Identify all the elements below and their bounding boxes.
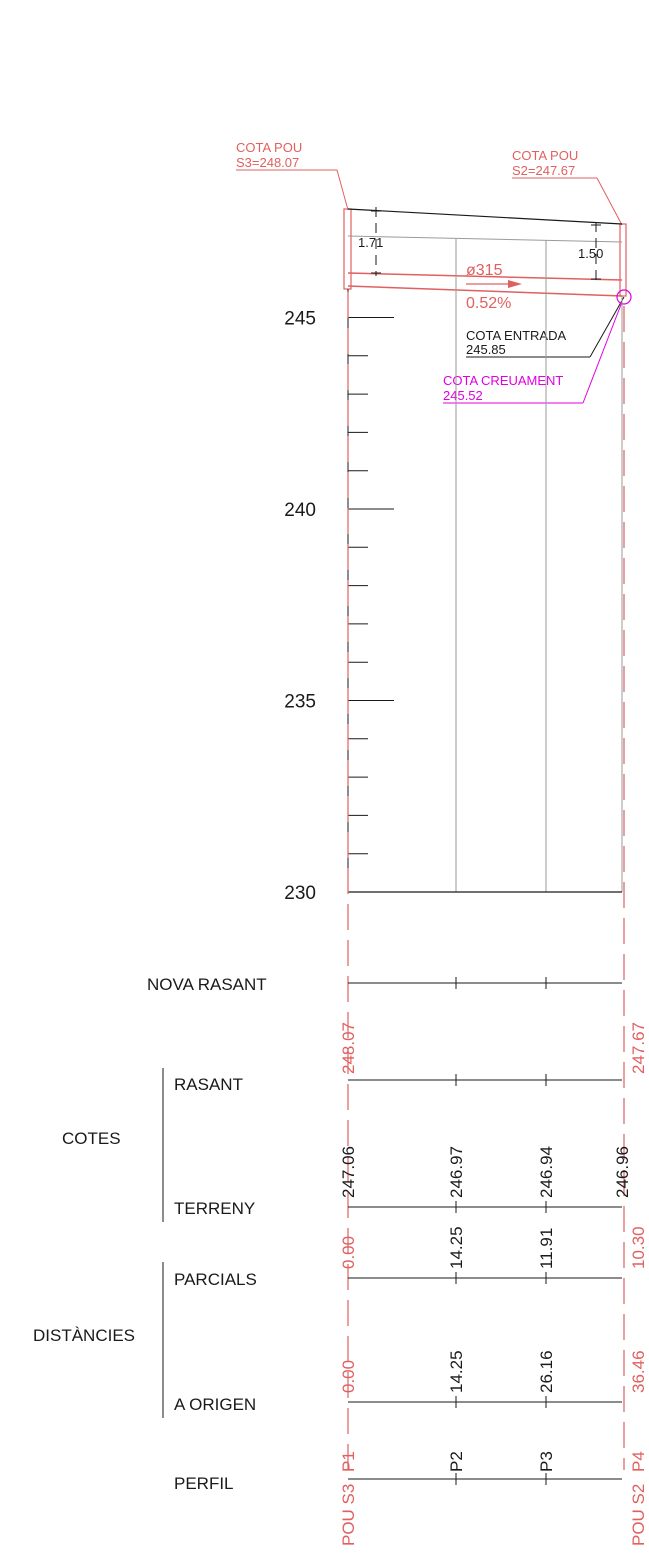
row-label-parcials: PARCIALS: [174, 1270, 257, 1289]
crossing-leader: [582, 301, 623, 404]
row-label-distancies: DISTÀNCIES: [33, 1326, 135, 1345]
terreny-p1: 247.06: [339, 1146, 358, 1198]
parcial-p1: 0.00: [339, 1236, 358, 1269]
pipe-diameter-label: ø315: [466, 262, 503, 279]
manhole-s2-label-1: COTA POU: [512, 148, 578, 163]
manhole-s2-box: [619, 223, 627, 297]
manhole-s3-box: [343, 208, 352, 290]
pipe-crown-line: [347, 272, 623, 281]
origen-p2: 14.25: [447, 1350, 466, 1393]
pipe-slope-label: 0.52%: [466, 295, 511, 312]
perfil-p3: P3: [537, 1451, 556, 1472]
origen-p4: 36.46: [629, 1350, 648, 1393]
crossing-marker-icon: [616, 289, 632, 305]
manhole-s3-name: POU S3: [339, 1484, 358, 1546]
elevation-minor-ticks: [348, 355, 368, 855]
manhole-s3-label-1: COTA POU: [236, 140, 302, 155]
elevation-major-ticks: 245 240 235 230: [284, 309, 394, 904]
row-label-rasant: RASANT: [174, 1075, 243, 1094]
terreny-p3: 246.94: [537, 1146, 556, 1198]
terreny-p4: 246.96: [613, 1146, 632, 1198]
perfil-p2: P2: [447, 1451, 466, 1472]
parcial-p3: 11.91: [537, 1228, 556, 1269]
terrain-line: [347, 235, 623, 243]
perfil-p1: P1: [339, 1451, 358, 1472]
crossing-value: 245.52: [443, 388, 483, 403]
row-label-a-origen: A ORIGEN: [174, 1395, 256, 1414]
depth-start-label: 1.71: [358, 235, 383, 250]
table-station-ticks: [455, 977, 547, 1485]
perfil-p4: P4: [629, 1451, 648, 1472]
parcial-p4: 10.30: [629, 1226, 648, 1269]
row-label-terreny: TERRENY: [174, 1199, 255, 1218]
entry-label: COTA ENTRADA: [466, 328, 566, 343]
new-grade-line: [347, 208, 623, 225]
origen-p1: 0.00: [339, 1360, 358, 1393]
nova-rasant-p1: 248.07: [339, 1022, 358, 1074]
nova-rasant-p4: 247.67: [629, 1022, 648, 1074]
flow-arrow-head: [508, 280, 522, 288]
terreny-p2: 246.97: [447, 1146, 466, 1198]
row-label-cotes: COTES: [62, 1129, 121, 1148]
elevation-tick-label: 240: [284, 500, 316, 521]
depth-end-label: 1.50: [578, 246, 603, 261]
manhole-s3-leader: [336, 169, 349, 211]
row-label-perfil: PERFIL: [174, 1474, 234, 1493]
origen-p3: 26.16: [537, 1350, 556, 1393]
crossing-label: COTA CREUAMENT: [443, 373, 563, 388]
entry-leader: [589, 296, 625, 358]
manhole-s2-name: POU S2: [629, 1484, 648, 1546]
manhole-s2-leader: [596, 177, 623, 226]
manhole-s3-label-2: S3=248.07: [236, 155, 299, 170]
elevation-tick-label: 230: [284, 883, 316, 904]
elevation-tick-label: 245: [284, 309, 316, 330]
entry-value: 245.85: [466, 342, 506, 357]
parcial-p2: 14.25: [447, 1226, 466, 1269]
row-label-nova-rasant: NOVA RASANT: [147, 975, 267, 994]
elevation-tick-label: 235: [284, 692, 316, 713]
manhole-s2-label-2: S2=247.67: [512, 163, 575, 178]
pipe-invert-line: [347, 285, 623, 297]
